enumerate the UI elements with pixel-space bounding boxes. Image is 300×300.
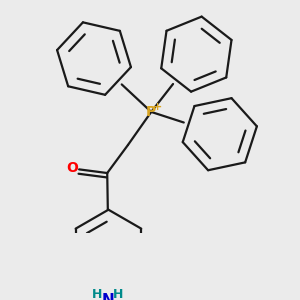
Text: P: P [146, 105, 156, 119]
Text: H: H [92, 287, 102, 300]
Text: H: H [113, 287, 123, 300]
Text: +: + [153, 101, 162, 112]
Text: N: N [102, 293, 115, 300]
Text: O: O [66, 161, 78, 175]
